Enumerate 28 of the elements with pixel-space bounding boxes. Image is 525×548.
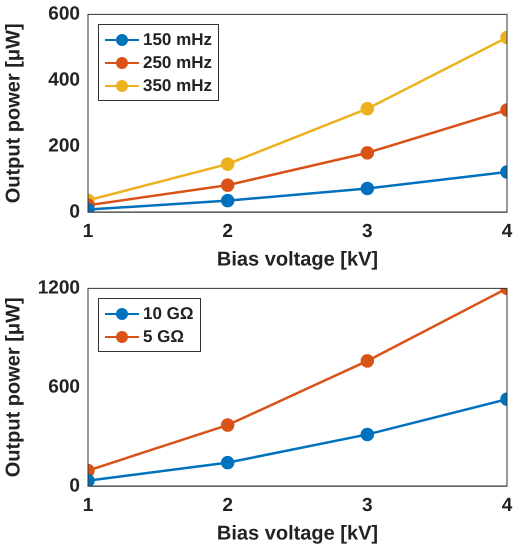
y-tick-label: 0 xyxy=(69,475,80,496)
x-tick-label: 3 xyxy=(362,494,373,516)
y-tick-label: 600 xyxy=(48,376,80,398)
x-tick-label: 2 xyxy=(222,494,233,516)
point xyxy=(360,182,374,196)
legend-label: 150 mHz xyxy=(143,30,212,50)
x-tick-label: 4 xyxy=(502,220,513,242)
point xyxy=(360,354,374,368)
y-tick-label: 0 xyxy=(69,201,80,222)
y-tick-label: 1200 xyxy=(38,278,80,299)
x-tick-label: 1 xyxy=(82,220,94,242)
y-axis-title: Output power [μW] xyxy=(2,23,25,204)
legend-label: 10 GΩ xyxy=(143,304,194,324)
x-tick-label: 1 xyxy=(82,494,94,516)
y-tick-label: 200 xyxy=(48,136,80,156)
point xyxy=(220,418,234,432)
x-axis-title: Bias voltage [kV] xyxy=(216,522,378,545)
y-tick-label: 600 xyxy=(48,4,80,25)
legend-label: 350 mHz xyxy=(143,76,212,96)
legend-label: 5 GΩ xyxy=(143,326,184,347)
legend-label: 250 mHz xyxy=(143,52,212,73)
y-tick-label: 400 xyxy=(48,70,80,91)
y-axis-title: Output power [μW] xyxy=(2,297,25,478)
x-axis-title: Bias voltage [kV] xyxy=(216,248,378,271)
x-tick-label: 4 xyxy=(502,494,513,516)
x-tick-label: 2 xyxy=(222,220,233,242)
point xyxy=(220,194,234,208)
x-tick-label: 3 xyxy=(362,220,373,242)
